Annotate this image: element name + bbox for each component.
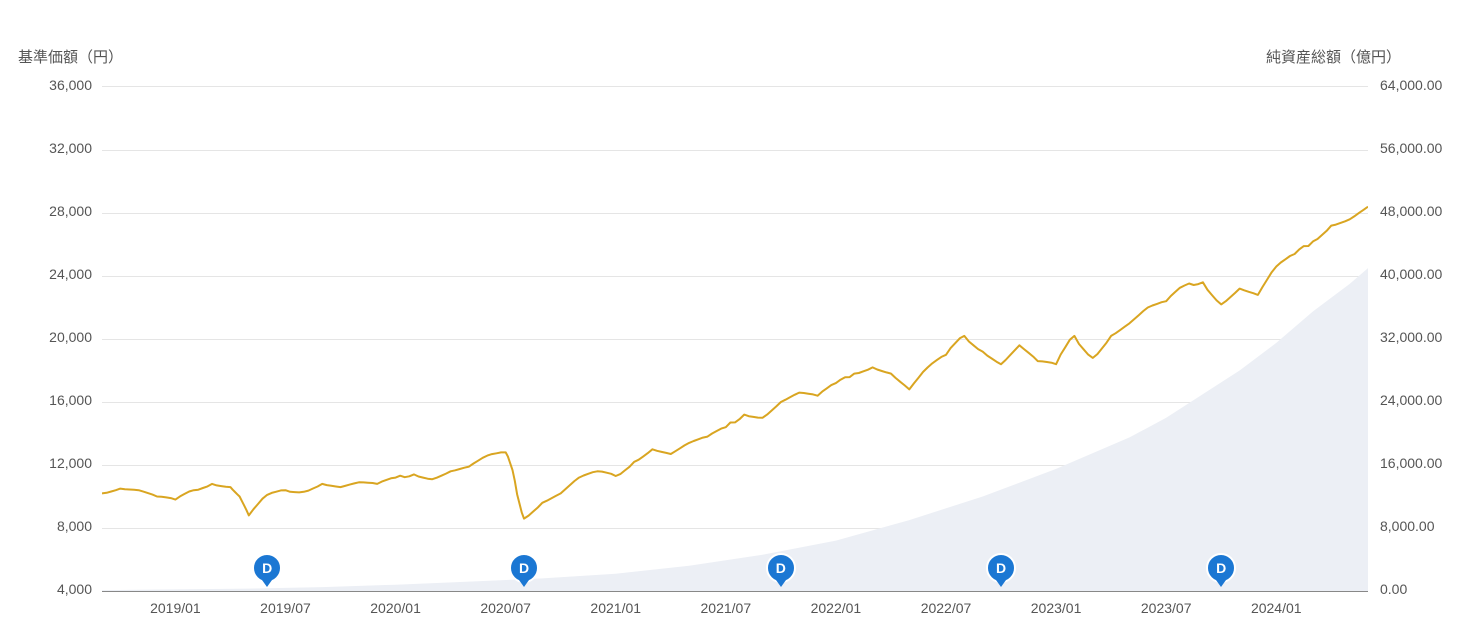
x-tick-label: 2023/01 [1031,600,1082,616]
y-right-tick-label: 0.00 [1380,581,1407,597]
dividend-marker-tail [519,580,529,587]
x-tick-label: 2020/07 [480,600,531,616]
y-right-tick-label: 40,000.00 [1380,266,1442,282]
x-tick-label: 2019/01 [150,600,201,616]
plot-area [102,86,1368,592]
y-left-tick-label: 16,000 [49,392,92,408]
y-left-tick-label: 32,000 [49,140,92,156]
series-svg [102,87,1368,591]
x-tick-label: 2022/01 [811,600,862,616]
y-left-tick-label: 4,000 [57,581,92,597]
y-right-tick-label: 16,000.00 [1380,455,1442,471]
dividend-marker[interactable]: D [252,553,282,583]
y-right-tick-label: 24,000.00 [1380,392,1442,408]
y-right-tick-label: 48,000.00 [1380,203,1442,219]
x-tick-label: 2023/07 [1141,600,1192,616]
x-tick-label: 2024/01 [1251,600,1302,616]
assets-area-series [102,268,1368,591]
fund-price-chart: 基準価額（円） 純資産総額（億円） 4,000 0.00 8,000 8,000.00… [0,0,1476,634]
y-left-tick-label: 20,000 [49,329,92,345]
y-right-tick-label: 56,000.00 [1380,140,1442,156]
y-left-tick-label: 28,000 [49,203,92,219]
y-left-tick-label: 24,000 [49,266,92,282]
y-left-tick-label: 8,000 [57,518,92,534]
y-left-tick-label: 36,000 [49,77,92,93]
x-tick-label: 2021/01 [590,600,641,616]
dividend-marker-tail [262,580,272,587]
dividend-marker-tail [996,580,1006,587]
dividend-marker[interactable]: D [766,553,796,583]
dividend-marker-tail [776,580,786,587]
dividend-marker[interactable]: D [509,553,539,583]
x-tick-label: 2022/07 [921,600,972,616]
dividend-marker[interactable]: D [986,553,1016,583]
y-left-tick-label: 12,000 [49,455,92,471]
x-tick-label: 2021/07 [701,600,752,616]
y-right-tick-label: 32,000.00 [1380,329,1442,345]
dividend-marker[interactable]: D [1206,553,1236,583]
dividend-marker-tail [1216,580,1226,587]
x-tick-label: 2020/01 [370,600,421,616]
y-right-tick-label: 8,000.00 [1380,518,1435,534]
x-tick-label: 2019/07 [260,600,311,616]
left-axis-title: 基準価額（円） [18,46,123,67]
y-right-tick-label: 64,000.00 [1380,77,1442,93]
right-axis-title: 純資産総額（億円） [1266,46,1401,67]
